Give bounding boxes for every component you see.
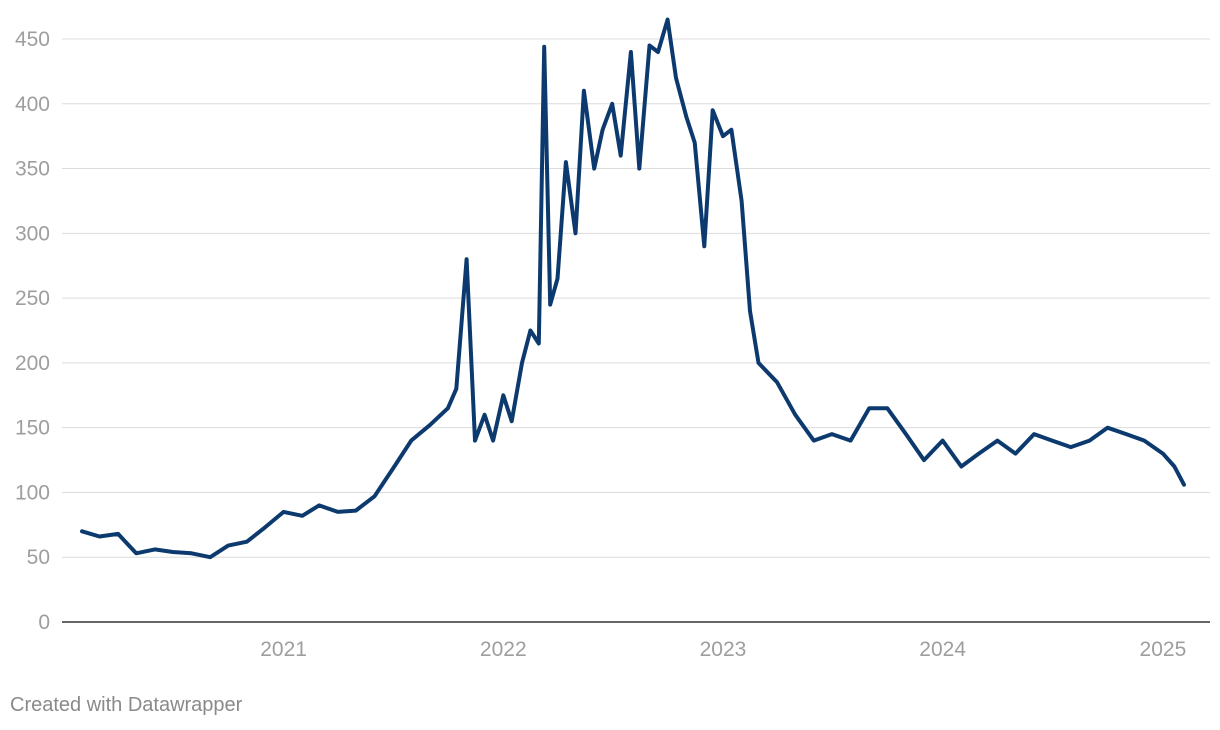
y-tick-label: 350 bbox=[15, 158, 50, 181]
y-tick-label: 150 bbox=[15, 417, 50, 440]
y-axis-tick-labels: 0 50 100 150 200 250 300 350 400 450 bbox=[15, 28, 50, 634]
y-tick-label: 50 bbox=[27, 546, 50, 569]
y-tick-label: 400 bbox=[15, 93, 50, 116]
y-tick-label: 300 bbox=[15, 222, 50, 245]
x-tick-label: 2025 bbox=[1140, 638, 1187, 661]
series-line bbox=[80, 17, 1186, 560]
y-tick-label: 200 bbox=[15, 352, 50, 375]
credit-text: Created with Datawrapper bbox=[10, 694, 243, 716]
x-axis-tick-labels: 2021 2022 2023 2024 2025 bbox=[260, 638, 1186, 661]
x-tick-label: 2024 bbox=[919, 638, 966, 661]
y-tick-label: 0 bbox=[38, 611, 50, 634]
y-tick-label: 100 bbox=[15, 481, 50, 504]
x-tick-label: 2022 bbox=[480, 638, 527, 661]
y-tick-label: 450 bbox=[15, 28, 50, 51]
x-tick-label: 2023 bbox=[700, 638, 747, 661]
x-tick-label: 2021 bbox=[260, 638, 307, 661]
y-tick-label: 250 bbox=[15, 287, 50, 310]
